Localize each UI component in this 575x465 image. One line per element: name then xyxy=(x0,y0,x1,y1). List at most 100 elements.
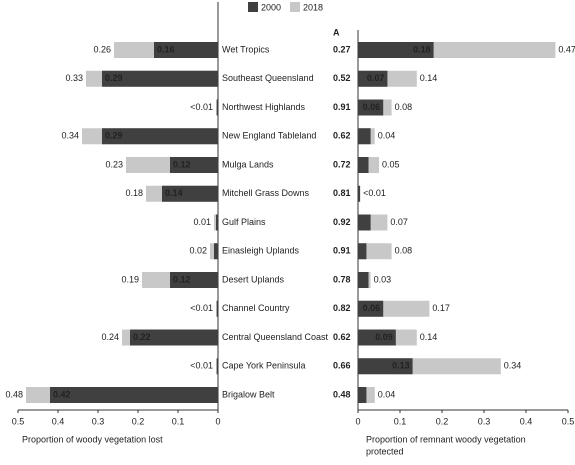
category-label: Northwest Highlands xyxy=(222,102,306,112)
x-tick-label: 0.5 xyxy=(12,416,25,426)
x-tick-label: 0.4 xyxy=(52,416,65,426)
value-label: 0.13 xyxy=(392,361,410,371)
category-label: Mitchell Grass Downs xyxy=(222,188,310,198)
center-label: 0.27 xyxy=(333,44,351,54)
value-label: 0.12 xyxy=(173,274,191,284)
value-label: 0.16 xyxy=(157,44,175,54)
bar xyxy=(358,99,384,116)
legend-swatch xyxy=(290,2,300,12)
value-label: <0.01 xyxy=(190,303,213,313)
bar xyxy=(358,272,369,288)
x-tick-label: 0.1 xyxy=(172,416,185,426)
category-label: Desert Uplands xyxy=(222,274,285,284)
bar xyxy=(358,128,371,145)
bar xyxy=(162,185,218,202)
x-axis-title: protected xyxy=(366,446,404,456)
value-label: 0.09 xyxy=(375,332,393,342)
center-label: 0.91 xyxy=(333,246,351,256)
value-label: 0.34 xyxy=(61,131,79,141)
bar xyxy=(216,358,218,375)
value-label: 0.04 xyxy=(378,131,396,141)
bar xyxy=(170,157,218,173)
bar xyxy=(214,243,218,260)
bar xyxy=(358,358,413,375)
value-label: 0.48 xyxy=(5,389,23,399)
value-label: 0.47 xyxy=(558,44,575,54)
value-label: 0.02 xyxy=(189,246,207,256)
value-label: 0.19 xyxy=(121,274,139,284)
value-label: <0.01 xyxy=(190,102,213,112)
value-label: <0.01 xyxy=(190,361,213,371)
bar xyxy=(358,387,367,403)
value-label: 0.06 xyxy=(363,102,381,112)
x-tick-label: 0.4 xyxy=(520,416,533,426)
x-tick-label: 0.1 xyxy=(394,416,407,426)
center-label: 0.72 xyxy=(333,159,351,169)
value-label: 0.03 xyxy=(374,274,392,284)
center-label: 0.92 xyxy=(333,217,351,227)
value-label: 0.12 xyxy=(173,159,191,169)
value-label: 0.34 xyxy=(504,361,522,371)
x-tick-label: 0 xyxy=(215,416,220,426)
value-label: 0.22 xyxy=(133,332,151,342)
panel-label: A xyxy=(333,27,340,37)
category-label: Mulga Lands xyxy=(222,159,274,169)
center-label: 0.91 xyxy=(333,102,351,112)
bar xyxy=(216,300,218,317)
center-label: 0.81 xyxy=(333,188,351,198)
bar xyxy=(216,99,218,116)
value-label: 0.07 xyxy=(390,217,408,227)
x-axis-title: Proportion of woody vegetation lost xyxy=(22,434,163,444)
value-label: 0.33 xyxy=(65,73,83,83)
category-label: Gulf Plains xyxy=(222,217,266,227)
center-label: 0.62 xyxy=(333,332,351,342)
category-label: Central Queensland Coast xyxy=(222,332,329,342)
legend-label: 2000 xyxy=(261,2,281,12)
center-label: 0.66 xyxy=(333,361,351,371)
category-label: Cape York Peninsula xyxy=(222,361,306,371)
x-tick-label: 0.3 xyxy=(92,416,105,426)
center-label: 0.78 xyxy=(333,274,351,284)
bar xyxy=(358,185,361,202)
value-label: 0.17 xyxy=(432,303,450,313)
bar xyxy=(358,70,388,87)
x-tick-label: 0.2 xyxy=(132,416,145,426)
value-label: 0.29 xyxy=(105,131,123,141)
bar xyxy=(102,70,218,87)
bar xyxy=(358,329,396,346)
value-label: 0.18 xyxy=(413,44,431,54)
x-tick-label: 0 xyxy=(355,416,360,426)
value-label: 0.26 xyxy=(93,44,111,54)
bar xyxy=(102,128,218,145)
value-label: <0.01 xyxy=(363,188,386,198)
bar xyxy=(216,214,218,231)
value-label: 0.04 xyxy=(378,389,396,399)
value-label: 0.24 xyxy=(101,332,119,342)
bar xyxy=(358,300,384,317)
x-tick-label: 0.2 xyxy=(436,416,449,426)
value-label: 0.29 xyxy=(105,73,123,83)
center-label: 0.52 xyxy=(333,73,351,83)
x-tick-label: 0.5 xyxy=(562,416,575,426)
center-label: 0.82 xyxy=(333,303,351,313)
legend-label: 2018 xyxy=(303,2,323,12)
bar xyxy=(358,42,434,58)
category-label: Southeast Queensland xyxy=(222,73,314,83)
category-label: New England Tableland xyxy=(222,131,316,141)
legend-swatch xyxy=(248,2,258,12)
value-label: 0.08 xyxy=(395,246,413,256)
bar xyxy=(358,214,371,231)
value-label: 0.08 xyxy=(395,102,413,112)
value-label: 0.07 xyxy=(367,73,385,83)
center-label: 0.62 xyxy=(333,131,351,141)
value-label: 0.23 xyxy=(105,159,123,169)
value-label: 0.14 xyxy=(420,332,438,342)
bar xyxy=(130,329,218,346)
value-label: 0.14 xyxy=(165,188,183,198)
x-axis-title: Proportion of remnant woody vegetation xyxy=(366,434,526,444)
category-label: Einasleigh Uplands xyxy=(222,246,300,256)
value-label: 0.01 xyxy=(193,217,211,227)
category-label: Channel Country xyxy=(222,303,290,313)
value-label: 0.14 xyxy=(420,73,438,83)
